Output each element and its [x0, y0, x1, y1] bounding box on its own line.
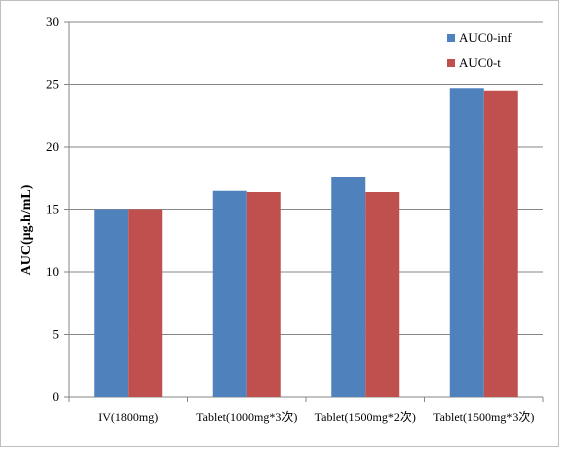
x-tick-label: Tablet(1000mg*3次) — [196, 410, 297, 424]
bar-auc0-t-1 — [128, 209, 163, 397]
legend-swatch-auc0-t — [447, 59, 455, 67]
legend-label-auc0-t: AUC0-t — [459, 55, 501, 70]
x-tick-label: Tablet(1500mg*2次) — [315, 410, 416, 424]
bar-auc0-inf-1 — [94, 209, 129, 397]
y-tick-label: 15 — [46, 202, 59, 217]
legend-swatch-auc0-inf — [447, 34, 455, 42]
legend-label-auc0-inf: AUC0-inf — [459, 30, 512, 45]
x-tick-label: Tablet(1500mg*3次) — [433, 410, 534, 424]
bar-auc0-inf-2 — [212, 190, 247, 397]
x-tick-labels: IV(1800mg) Tablet(1000mg*3次) Tablet(1500mg… — [98, 410, 534, 424]
y-tick-label: 10 — [46, 264, 59, 279]
bar-auc0-inf-3 — [331, 177, 366, 397]
y-tick-label: 25 — [46, 77, 59, 92]
y-tick-label: 30 — [46, 14, 59, 29]
legend: AUC0-inf AUC0-t — [447, 30, 512, 70]
y-tick-labels: 0 5 10 15 20 25 30 — [46, 14, 59, 404]
y-tick-label: 20 — [46, 139, 59, 154]
y-tick-label: 5 — [53, 327, 60, 342]
y-tick-label: 0 — [53, 389, 60, 404]
bars — [94, 88, 518, 397]
bar-auc0-t-4 — [483, 90, 518, 397]
bar-auc0-inf-4 — [449, 88, 484, 397]
y-axis-label: AUC(μg.h/mL) — [19, 184, 34, 275]
bar-auc0-t-3 — [365, 192, 400, 397]
bar-auc0-t-2 — [246, 192, 281, 397]
x-tick-label: IV(1800mg) — [98, 410, 158, 424]
